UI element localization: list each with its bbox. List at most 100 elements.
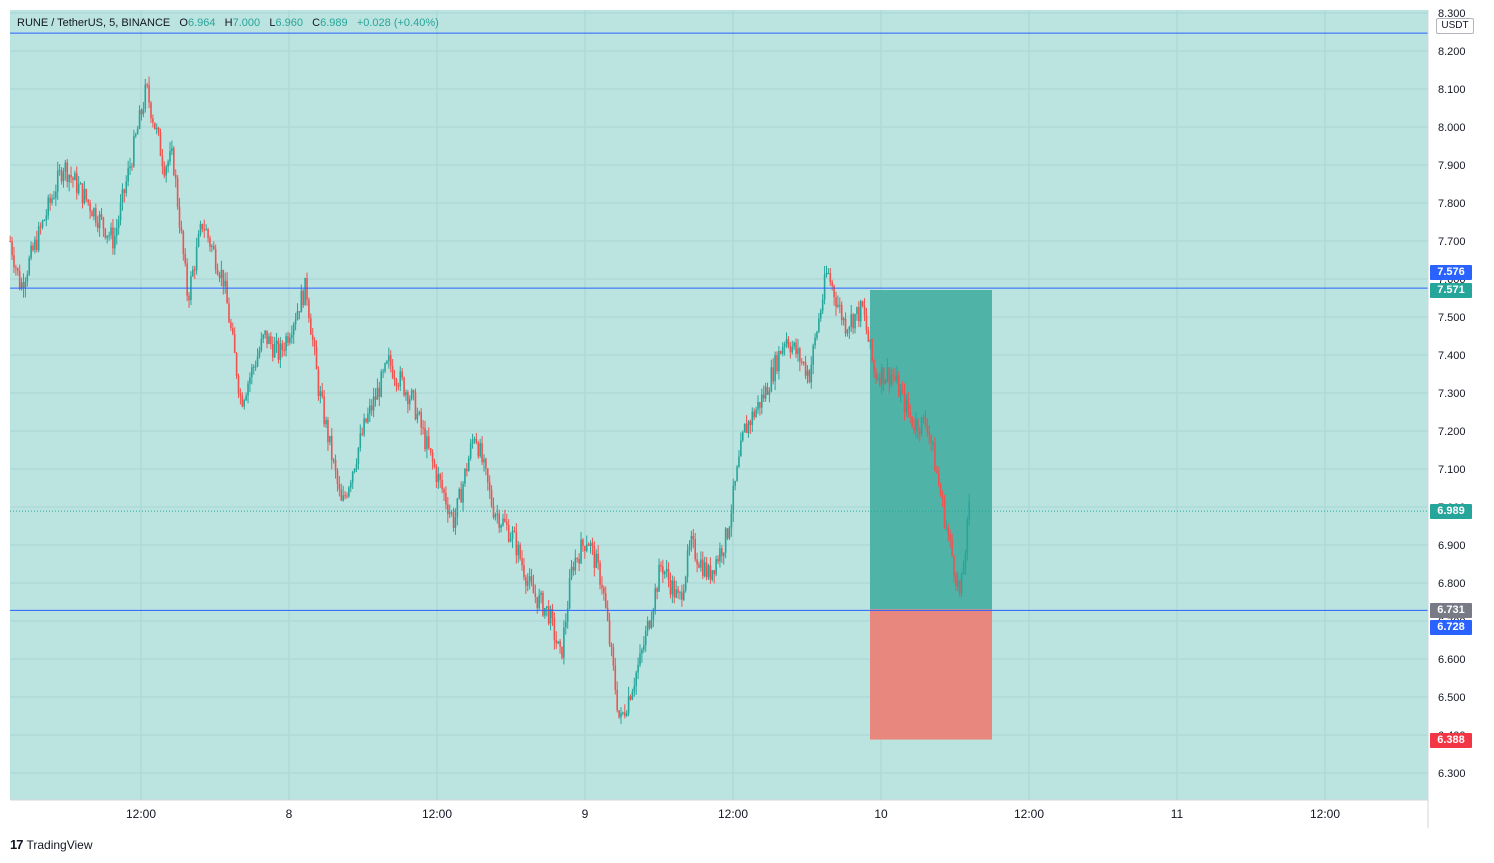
candle-body [778,351,780,372]
candle-body [738,456,740,467]
open-value: 6.964 [187,17,216,29]
candle-body [39,226,42,228]
tradingview-watermark[interactable]: 17 TradingView [10,837,93,852]
candle-body [646,620,649,632]
loss-zone [870,609,992,740]
candle-body [418,412,421,414]
candle-body [74,173,76,181]
candle-body [338,483,341,490]
candle-body [842,318,845,321]
candle-body [488,482,491,491]
candle-body [273,344,276,358]
candle-body [721,548,723,557]
candle-body [13,255,15,268]
candle-body [909,411,912,417]
candle-body [311,334,314,340]
candle-body [152,118,154,123]
candle-body [292,324,295,335]
candle-body [378,387,381,397]
candle-body [703,562,706,577]
candle-body [507,524,510,542]
candle-body [30,245,32,259]
candle-body [348,487,350,497]
candle-body [369,405,371,414]
long-position-zones[interactable] [870,290,992,740]
candle-body [808,370,811,383]
y-tick-label: 7.700 [1438,236,1466,248]
candle-body [960,574,963,594]
candle-body [245,395,247,401]
x-tick-label: 11 [1171,807,1184,821]
candle-body [511,530,514,539]
candle-body [249,377,251,384]
x-tick-label: 10 [874,807,888,821]
candle-body [239,393,242,396]
y-axis-ticks: 8.3008.2008.1008.0007.9007.8007.7007.600… [1438,8,1466,780]
candle-body [873,360,875,372]
candle-body [224,280,226,287]
candle-body [72,177,74,181]
candle-body [58,170,61,172]
candle-body [536,596,539,609]
candle-body [875,371,877,380]
candle-body [785,339,788,345]
candle-body [766,386,769,395]
candle-body [439,474,442,480]
candle-body [580,539,582,564]
candle-body [677,589,679,593]
price-tag-entry: 6.731 [1430,603,1472,618]
candle-body [949,534,951,540]
candle-body [140,110,143,115]
candle-body [87,199,89,203]
candle-body [313,339,316,347]
candle-body [937,473,940,485]
candle-body [509,538,512,542]
candle-body [585,544,588,551]
candle-body [192,269,194,277]
candle-body [863,306,866,316]
price-tag-line-lower: 6.728 [1430,620,1472,635]
candle-body [852,314,854,329]
candle-body [709,565,712,580]
candle-body [15,267,17,269]
candle-body [545,606,548,609]
candle-body [408,399,411,405]
candle-body [226,280,228,304]
candle-body [230,322,232,329]
y-tick-label: 8.200 [1438,46,1466,58]
candle-body [597,553,599,563]
candle-body [563,627,565,658]
candle-body [928,432,931,436]
candle-body [717,559,719,562]
candle-body [205,229,207,231]
candle-body [572,566,575,571]
candle-body [728,527,731,539]
symbol-title[interactable]: RUNE / TetherUS, 5, BINANCE [17,17,171,29]
candle-body [77,184,80,193]
candle-body [51,198,53,203]
candle-body [819,310,822,319]
candle-body [363,418,365,435]
candle-body [454,517,457,528]
candle-body [658,564,660,592]
candle-body [79,183,82,185]
currency-label[interactable]: USDT [1436,18,1474,34]
horizontal-lines[interactable] [10,32,1428,611]
candle-body [570,566,573,579]
candle-body [344,495,346,497]
candle-body [133,136,135,167]
candle-body [551,608,554,618]
candle-body [903,390,906,412]
candle-body [104,228,107,238]
candle-body [448,512,451,515]
x-tick-label: 12:00 [718,807,748,821]
candle-body [804,362,807,376]
candle-body [159,132,162,156]
candle-body [41,220,44,228]
candle-body [764,386,767,399]
candle-body [945,527,948,529]
candle-body [9,241,11,242]
candle-body [102,217,105,229]
y-tick-label: 6.600 [1438,654,1466,666]
